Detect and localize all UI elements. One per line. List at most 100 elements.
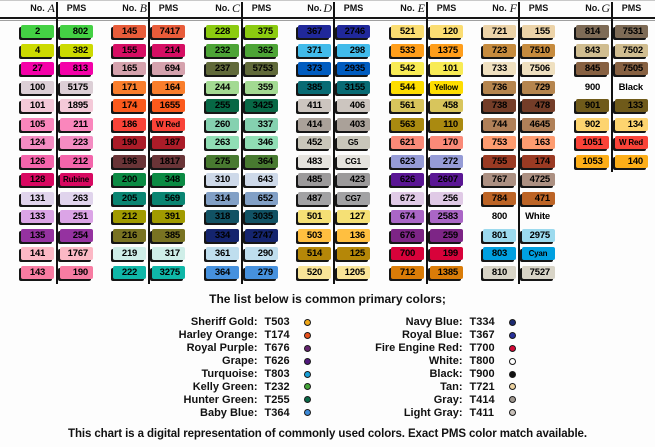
color-swatch-pms: 694 <box>152 62 185 75</box>
color-row: 373 2935 <box>298 62 370 75</box>
swatch-rows: 2 802 4 382 27 813 100 5175 101 1895 105 211 124 223 1… <box>21 25 93 284</box>
color-dot-icon <box>508 409 516 417</box>
color-row: 721 155 <box>483 25 555 38</box>
color-swatch-pms: 7502 <box>615 43 648 57</box>
color-swatch-pms: 643 <box>245 173 278 186</box>
primary-color-label: Hunter Green: <box>183 393 258 406</box>
color-swatch-no: 733 <box>483 62 516 75</box>
color-row: 814 7531 <box>576 25 648 38</box>
color-row: 900 Black <box>576 81 648 94</box>
color-swatch-pms: 174 <box>522 154 555 168</box>
color-swatch-no: 100 <box>21 80 54 94</box>
color-swatch-no: 843 <box>576 43 609 57</box>
color-row: 165 694 <box>113 62 185 75</box>
column-divider-line <box>241 2 243 284</box>
color-dot-icon <box>508 370 516 378</box>
primary-color-label: White: <box>428 355 463 368</box>
primary-color-item: Sheriff Gold: T503 <box>140 316 311 329</box>
color-row: 843 7502 <box>576 43 648 57</box>
color-row: 128 Rubine <box>21 173 93 186</box>
color-dot-icon <box>508 396 516 404</box>
color-swatch-pms: 164 <box>152 80 185 94</box>
color-swatch-pms: 155 <box>522 25 555 38</box>
color-swatch-no: 244 <box>206 80 239 94</box>
color-swatch-pms: Black <box>618 81 644 93</box>
primary-color-label: Gray: <box>433 393 463 406</box>
color-swatch-no: 133 <box>21 210 54 223</box>
color-row: 542 101 <box>391 62 463 75</box>
color-row: 260 337 <box>206 117 278 131</box>
primary-color-code: T364 <box>264 406 290 419</box>
color-swatch-no: 135 <box>21 228 54 242</box>
color-row: 314 652 <box>206 191 278 205</box>
color-swatch-pms: 337 <box>245 117 278 131</box>
color-swatch-pms: 1767 <box>60 247 93 260</box>
color-swatch-no: 676 <box>391 228 424 242</box>
color-row: 2 802 <box>21 25 93 38</box>
color-swatch-pms: 1375 <box>430 43 463 57</box>
color-row: 216 385 <box>113 228 185 242</box>
color-row: 514 125 <box>298 247 370 260</box>
color-swatch-no: 784 <box>483 191 516 205</box>
color-row: 219 317 <box>113 247 185 260</box>
color-dot-icon <box>303 396 311 404</box>
no-column-header: No. <box>30 3 45 13</box>
color-swatch-pms: 458 <box>430 99 463 112</box>
color-swatch-pms: 1895 <box>60 99 93 112</box>
color-swatch-no: 126 <box>21 154 54 168</box>
column-letter: F <box>509 1 517 15</box>
color-swatch-no: 364 <box>206 265 239 279</box>
color-swatch-no: 232 <box>206 43 239 57</box>
color-dot-icon <box>508 357 516 365</box>
color-swatch-pms: 254 <box>60 228 93 242</box>
color-swatch-pms: 4645 <box>522 117 555 131</box>
color-dot-icon <box>303 383 311 391</box>
color-row: 196 1817 <box>113 154 185 168</box>
color-swatch-pms: 272 <box>430 154 463 168</box>
color-swatch-pms: 140 <box>615 154 648 168</box>
color-swatch-pms: 7510 <box>522 43 555 57</box>
primary-color-code: T503 <box>264 316 290 329</box>
color-row: 124 223 <box>21 136 93 149</box>
primary-color-item: Gray: T414 <box>345 393 516 406</box>
no-column-header: No. <box>122 3 137 13</box>
color-row: 621 170 <box>391 136 463 149</box>
pms-column-header: PMS <box>66 3 87 13</box>
color-swatch-pms: 2975 <box>522 228 555 242</box>
header-rule <box>0 17 655 19</box>
pms-column-header: PMS <box>528 3 549 13</box>
color-row: 171 164 <box>113 80 185 94</box>
column-divider-line <box>148 2 150 284</box>
color-row: 145 7417 <box>113 25 185 38</box>
color-swatch-no: 621 <box>391 136 424 149</box>
color-swatch-no: 845 <box>576 62 609 75</box>
color-row: 623 272 <box>391 154 463 168</box>
color-swatch-no: 2 <box>21 25 54 38</box>
color-swatch-no: 485 <box>298 173 331 186</box>
color-row: 385 3155 <box>298 80 370 94</box>
color-swatch-pms: 263 <box>60 191 93 205</box>
color-swatch-no: 361 <box>206 247 239 260</box>
color-row: 561 458 <box>391 99 463 112</box>
primary-color-code: T411 <box>469 406 494 419</box>
color-row: 521 120 <box>391 25 463 38</box>
column-divider-line <box>426 2 428 284</box>
color-dot-icon <box>303 409 311 417</box>
primary-color-code: T334 <box>469 316 495 329</box>
primary-color-item: Fire Engine Red: T700 <box>345 342 516 355</box>
color-row: 205 569 <box>113 191 185 205</box>
color-swatch-no: 542 <box>391 62 424 75</box>
color-swatch-pms: 364 <box>245 154 278 168</box>
color-swatch-no: 237 <box>206 62 239 75</box>
color-swatch-pms: 256 <box>430 191 463 205</box>
color-swatch-pms: 375 <box>245 25 278 38</box>
color-row: 371 298 <box>298 43 370 57</box>
color-swatch-pms: 5175 <box>60 80 93 94</box>
color-swatch-pms: G5 <box>337 136 370 149</box>
primary-color-label: Grape: <box>222 355 258 368</box>
color-row: 155 214 <box>113 43 185 57</box>
color-swatch-pms: 802 <box>60 25 93 38</box>
primary-color-code: T367 <box>469 329 495 342</box>
color-swatch-no: 810 <box>483 265 516 279</box>
